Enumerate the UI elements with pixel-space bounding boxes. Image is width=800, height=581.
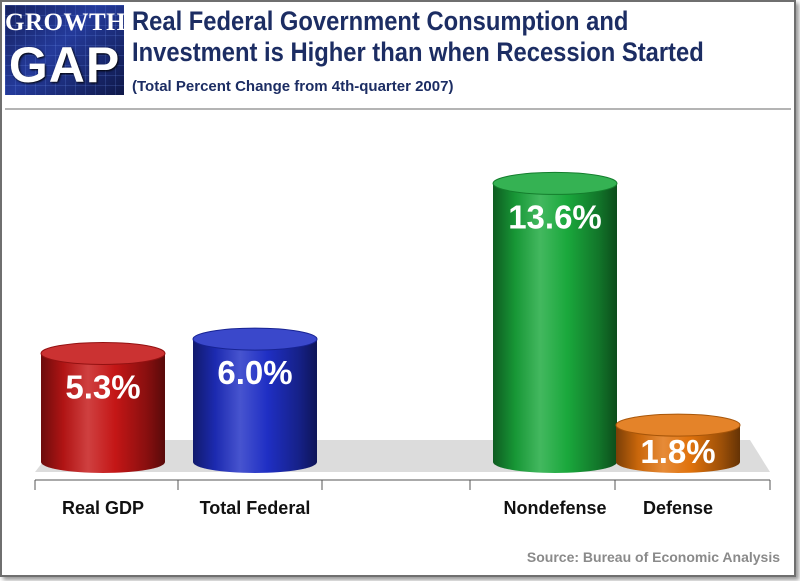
category-label-1: Total Federal [200, 498, 311, 518]
logo-line2: GAP [8, 37, 121, 93]
growth-gap-logo: GROWTH GAP [5, 5, 124, 95]
bar-body-4 [616, 425, 740, 473]
value-label-4: 1.8% [640, 433, 715, 470]
bar-4 [615, 413, 741, 473]
bar-3 [492, 171, 618, 473]
logo-line1: GROWTH [5, 9, 124, 36]
value-label-1: 6.0% [217, 354, 292, 391]
value-label-3: 13.6% [508, 198, 602, 235]
category-label-3: Nondefense [503, 498, 606, 518]
category-label-4: Defense [643, 498, 713, 518]
title-line2: Investment is Higher than when Recession… [132, 37, 704, 67]
bar-0 [40, 341, 166, 473]
source-note: Source: Bureau of Economic Analysis [526, 549, 780, 565]
page-title: Real Federal Government Consumption and … [132, 6, 704, 68]
bar-body-1 [193, 339, 317, 473]
category-label-0: Real GDP [62, 498, 144, 518]
page-subtitle: (Total Percent Change from 4th-quarter 2… [132, 78, 454, 95]
bar-body-3 [493, 183, 617, 473]
bar-top-1 [192, 327, 318, 351]
header-divider [5, 108, 791, 110]
bar-1 [192, 327, 318, 473]
bar-body-0 [41, 353, 165, 473]
bar-top-4 [615, 413, 741, 437]
bar-top-0 [40, 341, 166, 365]
value-label-0: 5.3% [65, 368, 140, 405]
logo-grid-background [5, 5, 124, 95]
bar-top-3 [492, 171, 618, 195]
title-line1: Real Federal Government Consumption and [132, 6, 629, 36]
